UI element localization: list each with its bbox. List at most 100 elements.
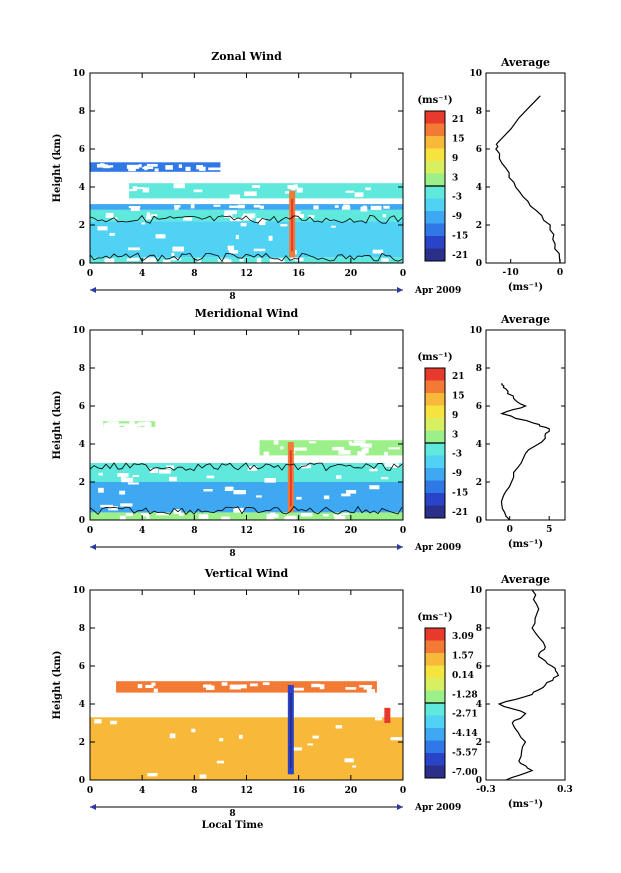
colorbar-tick-label: -3 — [452, 193, 462, 203]
y-tick-label: 2 — [79, 478, 85, 488]
data-gap — [110, 720, 117, 725]
average-profile-line — [495, 95, 561, 264]
data-gap — [256, 218, 266, 223]
data-gap — [363, 686, 372, 690]
data-gap — [109, 421, 118, 425]
x-tick-label: 16 — [292, 786, 305, 796]
x-tick-label: 0 — [87, 269, 93, 279]
date-month: Apr 2009 — [414, 543, 461, 553]
data-gap — [153, 688, 158, 693]
data-gap — [291, 187, 296, 191]
colorbar-tick-label: -1.28 — [452, 690, 478, 700]
colorbar-tick-label: 0.14 — [452, 671, 474, 681]
data-gap — [365, 187, 371, 191]
x-tick-label: 8 — [191, 526, 197, 536]
colorbar-segment — [425, 248, 445, 262]
x-tick-label: 0 — [400, 526, 406, 536]
data-gap — [128, 247, 141, 251]
colorbar-segment — [425, 753, 445, 766]
data-gap — [131, 257, 139, 261]
panel-title: Vertical Wind — [204, 567, 289, 580]
x-tick-label: 8 — [191, 269, 197, 279]
data-gap — [346, 490, 357, 494]
data-gap — [264, 477, 276, 483]
data-gap — [300, 464, 311, 469]
x-tick-label: 12 — [240, 269, 253, 279]
data-gap — [352, 765, 357, 768]
data-gap — [203, 489, 213, 492]
data-gap — [119, 515, 126, 521]
data-gap — [155, 234, 166, 239]
data-gap — [229, 205, 242, 208]
colorbar-segment — [425, 640, 445, 654]
data-gap — [360, 442, 365, 447]
y-tick-label: 4 — [79, 183, 85, 193]
y-tick-label: 8 — [79, 364, 85, 374]
colorbar-segment — [425, 380, 445, 394]
colorbar-segment — [425, 765, 445, 779]
data-gap — [162, 259, 171, 263]
data-gap — [224, 486, 233, 492]
y-axis-label: Height (km) — [52, 651, 63, 720]
data-gap — [237, 204, 245, 209]
convective-spike-core — [291, 198, 294, 252]
data-gap — [178, 164, 183, 168]
data-gap — [369, 468, 378, 472]
data-gap — [273, 258, 285, 263]
data-gap — [313, 205, 319, 210]
data-gap — [308, 215, 315, 219]
data-gap — [266, 513, 279, 518]
data-gap — [266, 515, 274, 521]
colorbar-segment — [425, 430, 445, 444]
data-gap — [102, 165, 114, 168]
colorbar-unit: (ms⁻¹) — [417, 352, 452, 363]
y-tick-label: 10 — [72, 586, 85, 596]
avg-y-tick-label: 4 — [476, 700, 482, 710]
colorbar-segment — [425, 678, 445, 691]
colorbar-tick-label: -5.57 — [452, 749, 478, 759]
colorbar-segment — [425, 368, 445, 381]
data-gap — [263, 451, 270, 456]
data-gap — [205, 685, 215, 691]
data-gap — [124, 423, 138, 428]
data-gap — [323, 495, 330, 500]
date-bar-left-arrow — [90, 544, 96, 550]
avg-x-tick-label: 5 — [546, 525, 552, 535]
data-gap — [185, 166, 191, 171]
colorbar-tick-label: 15 — [452, 391, 465, 401]
colorbar-segment — [425, 148, 445, 162]
data-gap — [109, 232, 115, 236]
data-gap — [141, 259, 150, 263]
data-gap — [110, 423, 120, 428]
data-gap — [142, 187, 150, 193]
date-bar-left-arrow — [90, 804, 96, 810]
data-gap — [130, 206, 140, 211]
heatmap-band — [90, 204, 403, 210]
data-gap — [183, 217, 193, 221]
y-axis-label: Height (km) — [52, 391, 63, 460]
x-tick-label: 20 — [345, 526, 358, 536]
colorbar-unit: (ms⁻¹) — [417, 95, 452, 106]
data-gap — [290, 211, 301, 214]
data-gap — [202, 684, 212, 688]
data-gap — [366, 689, 375, 693]
avg-x-tick-label: 0 — [557, 268, 563, 278]
colorbar-segment — [425, 111, 445, 124]
data-gap — [197, 258, 202, 264]
data-gap — [333, 514, 343, 517]
data-gap — [98, 472, 103, 476]
avg-y-tick-label: 2 — [476, 478, 482, 488]
data-gap — [384, 463, 392, 467]
colorbar-tick-label: 3 — [452, 173, 458, 183]
colorbar-tick-label: -4.14 — [452, 729, 478, 739]
x-tick-label: 12 — [240, 526, 253, 536]
data-gap — [137, 423, 142, 427]
data-gap — [156, 513, 169, 516]
x-tick-label: 16 — [292, 526, 305, 536]
data-gap — [147, 773, 158, 777]
data-gap — [244, 191, 257, 197]
data-gap — [338, 450, 351, 455]
data-gap — [125, 513, 133, 517]
data-gap — [294, 257, 304, 262]
data-gap — [332, 446, 345, 451]
